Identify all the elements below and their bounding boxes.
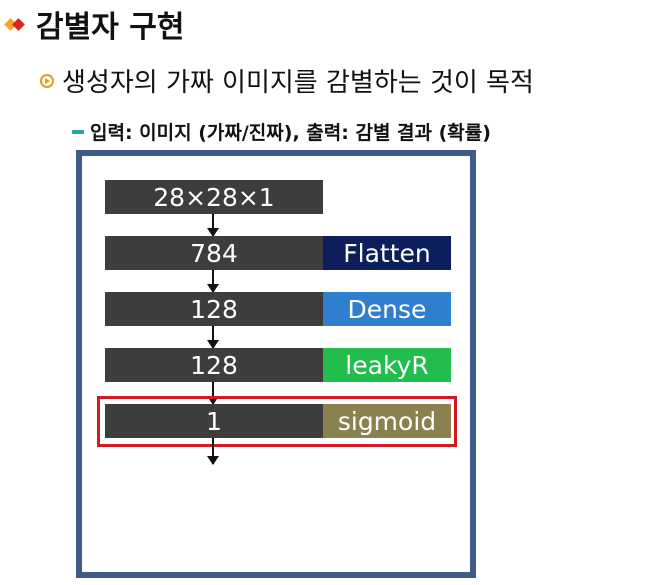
layer-dense-size: 128	[105, 292, 323, 326]
arrow-down-icon	[207, 270, 219, 293]
layer-dense-label: Dense	[323, 292, 451, 326]
arrow-down-icon	[207, 214, 219, 237]
arrow-down-icon	[207, 438, 219, 465]
arrow-down-icon	[207, 326, 219, 349]
detail-row: 입력: 이미지 (가짜/진짜), 출력: 감별 결과 (확률)	[72, 118, 491, 145]
circle-arrow-bullet-icon	[40, 73, 54, 88]
subtitle: 생성자의 가짜 이미지를 감별하는 것이 목적	[62, 68, 534, 98]
layer-leaky-label: leakyR	[323, 348, 451, 382]
dash-bullet-icon	[72, 129, 84, 134]
layer-leaky-size: 128	[105, 348, 323, 382]
layer-sigmoid-size: 1	[105, 404, 323, 438]
subtitle-row: 생성자의 가짜 이미지를 감별하는 것이 목적	[40, 62, 534, 99]
output-layer-highlight	[97, 396, 457, 447]
layer-input-size: 28×28×1	[105, 180, 323, 214]
layer-flatten-label: Flatten	[323, 236, 451, 270]
page-title: 감별자 구현	[36, 10, 185, 45]
layer-flatten-size: 784	[105, 236, 323, 270]
diamond-bullet-icon	[4, 14, 30, 34]
title-row: 감별자 구현	[4, 4, 185, 45]
arrow-down-icon	[207, 382, 219, 405]
layer-sigmoid-label: sigmoid	[323, 404, 451, 438]
diagram-frame	[76, 150, 476, 578]
detail-text: 입력: 이미지 (가짜/진짜), 출력: 감별 결과 (확률)	[90, 122, 491, 144]
